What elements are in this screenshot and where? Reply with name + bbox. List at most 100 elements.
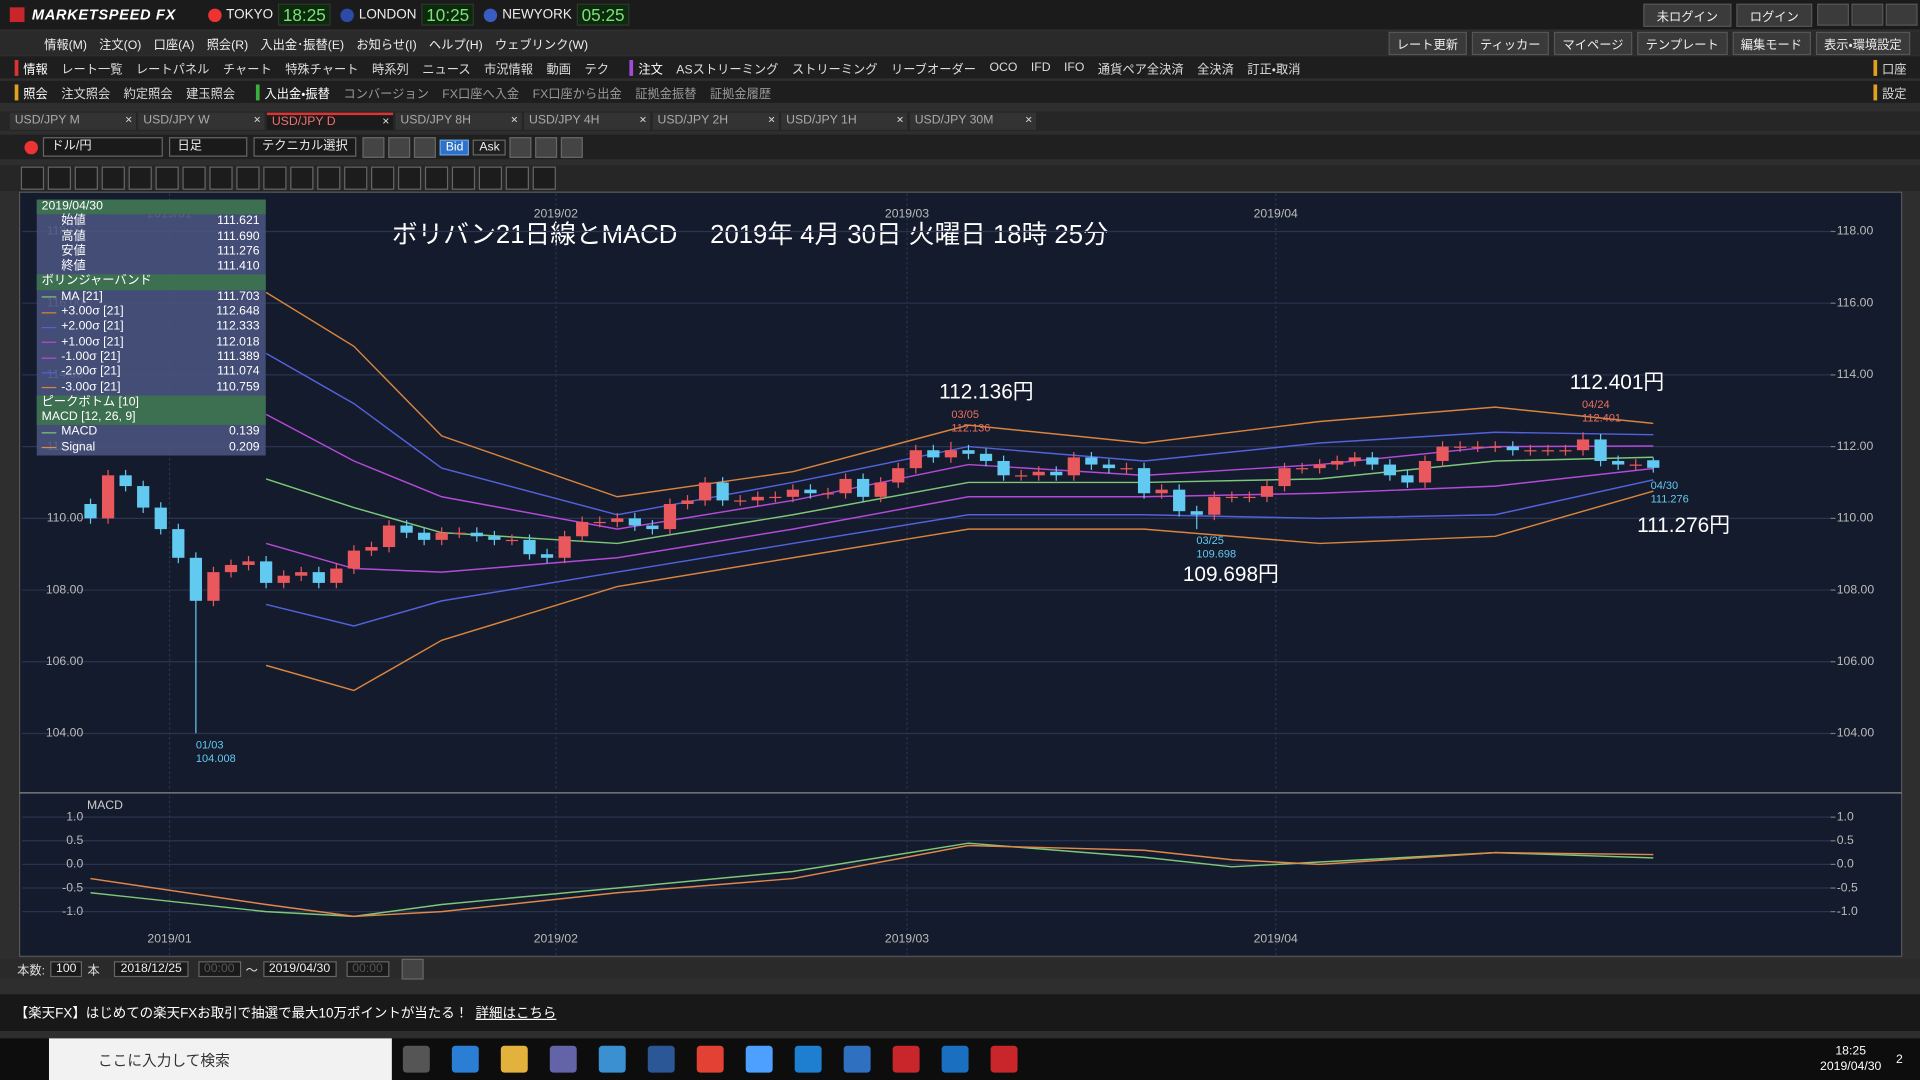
menu-item[interactable]: 情報(M) xyxy=(44,39,87,53)
period-select[interactable]: 日足 xyxy=(168,137,248,157)
toolbar-item[interactable]: ニュース xyxy=(422,63,471,77)
toolbar-item[interactable]: ストリーミング xyxy=(791,63,878,77)
tool-button[interactable] xyxy=(20,166,45,190)
toolbar-item[interactable]: 時系列 xyxy=(372,63,409,77)
toolbar-item[interactable]: 全決済 xyxy=(1197,63,1234,77)
tool-button[interactable] xyxy=(532,166,556,190)
notification-badge[interactable]: 2 xyxy=(1896,1052,1903,1066)
app-icon[interactable] xyxy=(598,1045,626,1073)
toolbar-item[interactable]: チャート xyxy=(222,63,272,77)
menu-item[interactable]: 入出金･振替(E) xyxy=(260,39,345,53)
icon-button[interactable] xyxy=(560,136,584,158)
toolbar-item[interactable]: 照会 xyxy=(23,87,48,102)
toolbar-item[interactable]: 動画 xyxy=(546,63,571,77)
app-icon[interactable] xyxy=(843,1045,871,1073)
toolbar-item[interactable]: コンバージョン xyxy=(343,87,429,102)
toolbar-item[interactable]: 注文 xyxy=(638,63,663,77)
count-select[interactable]: 100 xyxy=(49,960,83,977)
tool-button[interactable] xyxy=(182,166,206,190)
menu-item[interactable]: ウェブリンク(W) xyxy=(494,39,589,53)
menu-item[interactable]: ヘルプ(H) xyxy=(428,39,483,53)
toolbar-item[interactable]: 証拠金振替 xyxy=(635,87,697,102)
menu-button[interactable]: 表示・環境設定 xyxy=(1815,31,1911,56)
toolbar-item[interactable]: IFD xyxy=(1030,60,1051,75)
tab[interactable]: USD/JPY 1H xyxy=(781,112,908,130)
tool-button[interactable] xyxy=(290,166,314,190)
tool-button[interactable] xyxy=(74,166,98,190)
icon-button[interactable] xyxy=(362,136,385,158)
icon-button[interactable] xyxy=(509,136,532,158)
window-button[interactable] xyxy=(1885,3,1918,26)
tool-button[interactable] xyxy=(344,166,368,190)
banner-link[interactable]: 詳細はこちら xyxy=(475,1006,557,1022)
tab[interactable]: USD/JPY W xyxy=(138,112,265,130)
window-button[interactable] xyxy=(1851,3,1884,26)
toolbar-item[interactable]: リーブオーダー xyxy=(891,63,976,77)
toolbar-item[interactable]: テク xyxy=(584,63,609,77)
toolbar-item[interactable]: 約定照会 xyxy=(123,87,173,102)
search-box[interactable]: ここに入力して検索 xyxy=(48,1038,392,1080)
tab[interactable]: USD/JPY 30M xyxy=(909,112,1036,130)
tool-button[interactable] xyxy=(101,166,125,190)
pair-select[interactable]: ドル/円 xyxy=(42,137,163,157)
app-icon[interactable] xyxy=(990,1045,1018,1073)
from-date[interactable]: 2018/12/25 xyxy=(114,960,188,977)
tab[interactable]: USD/JPY D xyxy=(266,112,394,130)
tool-button[interactable] xyxy=(424,166,449,190)
tool-button[interactable] xyxy=(47,166,72,190)
menu-item[interactable]: 照会(R) xyxy=(206,39,249,53)
tool-button[interactable] xyxy=(209,166,233,190)
menu-button[interactable]: テンプレート xyxy=(1637,31,1728,56)
toolbar-item[interactable]: レート一覧 xyxy=(61,63,123,77)
toolbar-item[interactable]: 情報 xyxy=(23,63,48,77)
toolbar-item[interactable]: ASストリーミング xyxy=(676,63,779,77)
tool-button[interactable] xyxy=(478,166,503,190)
icon-button[interactable] xyxy=(413,136,436,158)
tool-button[interactable] xyxy=(451,166,476,190)
menu-button[interactable]: マイページ xyxy=(1553,31,1633,56)
tool-button[interactable] xyxy=(397,166,422,190)
toolbar-item[interactable]: 建玉照会 xyxy=(186,87,236,102)
app-icon[interactable] xyxy=(549,1045,577,1073)
tool-button[interactable] xyxy=(128,166,152,190)
menu-item[interactable]: 口座(A) xyxy=(153,39,195,53)
toolbar-item[interactable]: 注文照会 xyxy=(61,87,111,102)
window-button[interactable] xyxy=(1817,3,1849,26)
to-date[interactable]: 2019/04/30 xyxy=(262,960,337,977)
toolbar-item[interactable]: 証拠金履歴 xyxy=(709,87,772,102)
apply-button[interactable] xyxy=(401,958,424,979)
app-icon[interactable] xyxy=(745,1045,773,1073)
toolbar-item[interactable]: 口座 xyxy=(1882,63,1907,77)
app-icon[interactable] xyxy=(402,1045,430,1073)
toolbar-item[interactable]: OCO xyxy=(989,60,1018,75)
tool-button[interactable] xyxy=(155,166,179,190)
app-icon[interactable] xyxy=(941,1045,969,1073)
tab[interactable]: USD/JPY M xyxy=(9,112,136,130)
icon-button[interactable] xyxy=(388,136,411,158)
app-icon[interactable] xyxy=(696,1045,724,1073)
tool-button[interactable] xyxy=(371,166,395,190)
menu-button[interactable]: ティッカー xyxy=(1471,31,1550,56)
menu-button[interactable]: 編集モード xyxy=(1732,31,1811,56)
app-icon[interactable] xyxy=(892,1045,920,1073)
app-icon[interactable] xyxy=(794,1045,822,1073)
toolbar-item[interactable]: IFO xyxy=(1064,60,1085,75)
toolbar-item[interactable]: 通貨ペア全決済 xyxy=(1097,63,1184,77)
menu-item[interactable]: お知らせ(I) xyxy=(356,39,417,53)
toolbar-item[interactable]: FX口座から出金 xyxy=(532,87,622,102)
tool-button[interactable] xyxy=(263,166,287,190)
toolbar-item[interactable]: 市況情報 xyxy=(484,63,534,77)
tool-button[interactable] xyxy=(505,166,529,190)
login-button[interactable]: ログイン xyxy=(1736,3,1813,27)
tool-button[interactable] xyxy=(317,166,341,190)
tab[interactable]: USD/JPY 4H xyxy=(524,112,651,130)
toolbar-item[interactable]: 特殊チャート xyxy=(285,63,359,77)
tab[interactable]: USD/JPY 2H xyxy=(652,112,779,130)
tool-button[interactable] xyxy=(236,166,260,190)
app-icon[interactable] xyxy=(500,1045,528,1073)
technical-select[interactable]: テクニカル選択 xyxy=(253,137,357,157)
toolbar-item[interactable]: 訂正・取消 xyxy=(1247,63,1301,77)
toolbar-item[interactable]: レートパネル xyxy=(135,63,210,77)
toolbar-item[interactable]: 入出金・振替 xyxy=(264,87,330,102)
status-button[interactable]: 未ログイン xyxy=(1643,3,1732,27)
